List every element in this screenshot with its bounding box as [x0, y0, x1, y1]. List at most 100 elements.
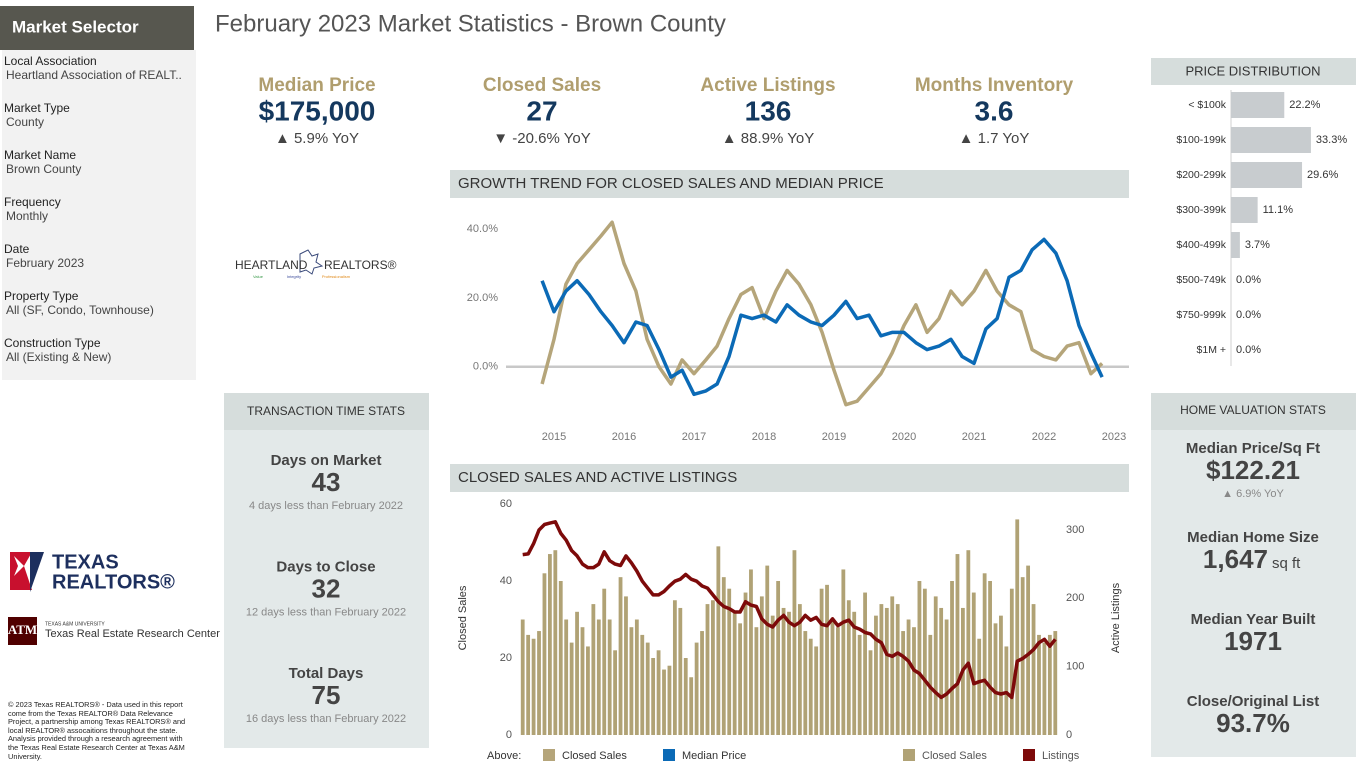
bar [754, 627, 759, 735]
bar [689, 677, 694, 735]
stat-unit: sq ft [1272, 555, 1301, 572]
kpi-label: Active Listings [700, 75, 835, 96]
filter-value: County [6, 115, 44, 129]
filter-label: Market Name [4, 148, 76, 162]
bar [770, 615, 775, 735]
logo-shape [299, 249, 324, 275]
y-tick-label: 0.0% [473, 361, 498, 373]
filter-label: Local Association [4, 54, 97, 68]
stat-value: 75 [312, 680, 341, 710]
bar [759, 596, 764, 735]
bar [776, 581, 781, 735]
stat-label: Median Home Size [1187, 529, 1319, 546]
kpi-value: 3.6 [975, 95, 1014, 126]
value-label: 0.0% [1236, 309, 1261, 321]
panel [1151, 430, 1356, 757]
filter-label: Market Type [4, 101, 70, 115]
bar [857, 634, 862, 735]
bar [1037, 634, 1041, 735]
legend-label: Closed Sales [562, 750, 627, 762]
bar [792, 550, 797, 735]
panel-header [1151, 58, 1356, 85]
bar [732, 611, 737, 735]
bar [814, 646, 819, 735]
bar [624, 596, 628, 735]
bar [944, 619, 949, 735]
y-tick-label: 40.0% [467, 223, 498, 235]
logo-shape [30, 552, 44, 592]
stat-sub: 4 days less than February 2022 [249, 500, 403, 512]
value-label: 3.7% [1245, 239, 1270, 251]
bar [901, 631, 906, 735]
y-tick-label: 60 [500, 498, 512, 510]
y2-tick-label: 100 [1066, 661, 1084, 673]
filter-value: All (SF, Condo, Townhouse) [6, 303, 154, 317]
bar [1231, 162, 1303, 188]
filter-value: February 2023 [6, 256, 84, 270]
bar [738, 623, 742, 735]
stat-label: Days on Market [271, 452, 382, 469]
panel [224, 430, 429, 748]
panel-title: HOME VALUATION STATS [1180, 403, 1326, 417]
bar [846, 600, 851, 735]
bar [672, 600, 677, 735]
x-tick-label: 2022 [1032, 431, 1056, 443]
bar [662, 669, 666, 735]
stat-label: Median Price/Sq Ft [1186, 440, 1320, 457]
bar [743, 592, 748, 735]
bar [955, 554, 960, 735]
bar [694, 642, 699, 735]
bar [939, 607, 944, 735]
logo-shape [14, 556, 24, 576]
bar [575, 611, 579, 735]
logo-shape [8, 617, 37, 645]
x-tick-label: 2019 [822, 431, 846, 443]
category-label: $1M + [1197, 344, 1226, 356]
bar [580, 627, 585, 735]
kpi-label: Median Price [258, 75, 375, 96]
bar [825, 584, 829, 735]
stat-label: Total Days [289, 665, 364, 682]
x-tick-label: 2016 [612, 431, 636, 443]
y-tick-label: 40 [500, 575, 512, 587]
bar [727, 588, 732, 735]
value-label: 0.0% [1236, 274, 1261, 286]
stat-value: 93.7% [1216, 708, 1290, 738]
selector-title: Market Selector [12, 17, 139, 36]
filter-label: Construction Type [4, 336, 101, 350]
bar [531, 638, 536, 735]
legend-swatch [663, 749, 675, 761]
category-label: $500-749k [1176, 274, 1226, 286]
logo-text: HEARTLAND [235, 258, 308, 272]
bar [988, 581, 992, 735]
y-tick-label: 0 [506, 729, 512, 741]
line [522, 520, 1057, 700]
y-axis-title: Closed Sales [457, 585, 469, 650]
bar [564, 619, 569, 735]
bar [558, 581, 563, 735]
category-label: $100-199k [1176, 134, 1226, 146]
legend-title: Above: [487, 750, 521, 762]
logo-slogan: Value [253, 274, 264, 279]
bar [1231, 197, 1258, 223]
bar [586, 646, 590, 735]
bar [749, 569, 753, 735]
value-label: 22.2% [1289, 99, 1320, 111]
page-title: February 2023 Market Statistics - Brown … [215, 10, 726, 37]
bar [1026, 565, 1031, 735]
category-label: $750-999k [1176, 309, 1226, 321]
stat-value: 1,647 [1203, 544, 1268, 574]
logo-text: Texas Real Estate Research Center [45, 628, 220, 640]
line [540, 220, 1104, 407]
x-tick-label: 2018 [752, 431, 776, 443]
bar [547, 554, 552, 735]
stat-value: 1971 [1224, 626, 1282, 656]
copyright-note: © 2023 Texas REALTORS® - Data used in th… [8, 700, 186, 761]
bar [591, 604, 596, 735]
panel-title: TRANSACTION TIME STATS [247, 404, 405, 418]
bar [520, 619, 525, 735]
logo-shape [10, 552, 32, 590]
legend-label: Listings [1042, 750, 1080, 762]
